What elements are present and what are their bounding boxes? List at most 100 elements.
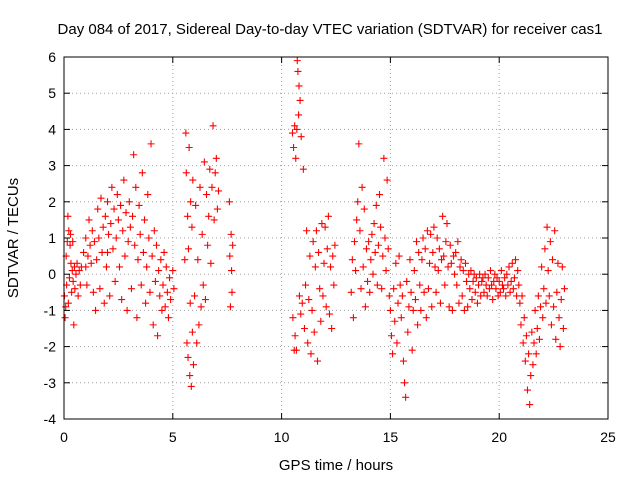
data-point [94, 205, 102, 213]
data-point [364, 277, 372, 285]
data-point [496, 288, 504, 296]
data-point [194, 256, 202, 264]
data-point [229, 241, 237, 249]
data-point [503, 270, 511, 278]
data-point [543, 223, 551, 231]
data-point [403, 277, 411, 285]
x-axis-label: GPS time / hours [279, 457, 393, 474]
data-point [509, 285, 517, 293]
data-point [551, 227, 559, 235]
data-point [560, 285, 568, 293]
data-point [415, 248, 423, 256]
data-point [518, 292, 526, 300]
data-point [549, 256, 557, 264]
data-point [533, 325, 541, 332]
data-point [293, 57, 301, 65]
data-point [139, 248, 147, 256]
data-point [150, 227, 158, 235]
data-point [556, 343, 564, 351]
data-point [191, 292, 199, 300]
data-point [156, 292, 164, 300]
data-point [523, 386, 531, 394]
data-point [382, 267, 390, 275]
data-point [193, 339, 201, 347]
data-point [226, 252, 234, 260]
data-point [84, 252, 92, 260]
data-point [64, 299, 72, 307]
data-point [100, 299, 108, 307]
data-point [491, 270, 499, 278]
data-point [372, 201, 380, 209]
data-point [134, 256, 142, 264]
data-point [189, 361, 197, 369]
data-point [151, 277, 159, 285]
data-point [408, 346, 416, 354]
data-point [559, 325, 567, 332]
data-point [162, 263, 170, 271]
data-point [422, 314, 430, 322]
data-point [146, 288, 154, 296]
data-point [183, 339, 191, 347]
y-tick-label: 4 [48, 121, 56, 137]
data-point [472, 274, 480, 282]
data-point [308, 306, 316, 314]
data-point [353, 216, 361, 224]
data-point [419, 234, 427, 242]
data-point [413, 238, 421, 246]
data-point [454, 238, 462, 246]
data-point [473, 299, 481, 307]
data-point [399, 357, 407, 365]
x-tick-label: 25 [600, 429, 616, 445]
data-point [378, 285, 386, 293]
data-point [197, 303, 205, 311]
data-point [157, 256, 165, 264]
data-point [522, 332, 530, 340]
data-point [90, 238, 98, 246]
data-point [547, 321, 555, 329]
data-point [155, 267, 163, 275]
data-point [500, 285, 508, 293]
data-point [129, 212, 137, 220]
data-point [392, 259, 400, 267]
data-point [72, 270, 80, 278]
y-tick-label: -1 [44, 302, 57, 318]
data-point [366, 288, 374, 296]
data-point [516, 299, 524, 307]
data-point [184, 245, 192, 253]
data-point [113, 191, 121, 199]
data-point [201, 296, 209, 304]
data-point [451, 270, 459, 278]
data-point [107, 220, 115, 228]
data-point [296, 96, 304, 104]
data-point [396, 281, 404, 289]
data-point [410, 267, 418, 275]
data-point [395, 252, 403, 260]
data-point [147, 140, 155, 148]
data-point [350, 238, 358, 246]
x-tick-label: 5 [169, 429, 177, 445]
data-point [213, 205, 221, 213]
data-point [297, 310, 305, 318]
y-tick-label: 6 [48, 49, 56, 65]
data-point [431, 263, 439, 271]
data-point [389, 350, 397, 358]
data-point [135, 201, 143, 209]
data-point [76, 281, 84, 289]
data-point [324, 212, 332, 220]
data-point [483, 292, 491, 300]
data-point [102, 263, 110, 271]
data-point [144, 191, 152, 199]
y-tick-label: 2 [48, 194, 56, 210]
data-point [207, 259, 215, 267]
data-point [298, 299, 306, 307]
data-point [539, 314, 547, 322]
data-point [435, 245, 443, 253]
y-tick-label: -3 [44, 375, 57, 391]
data-point [464, 303, 472, 311]
data-point [452, 248, 460, 256]
data-point [484, 274, 492, 282]
data-point [426, 259, 434, 267]
data-point [555, 314, 563, 322]
data-point [141, 216, 149, 224]
data-point [125, 198, 133, 206]
